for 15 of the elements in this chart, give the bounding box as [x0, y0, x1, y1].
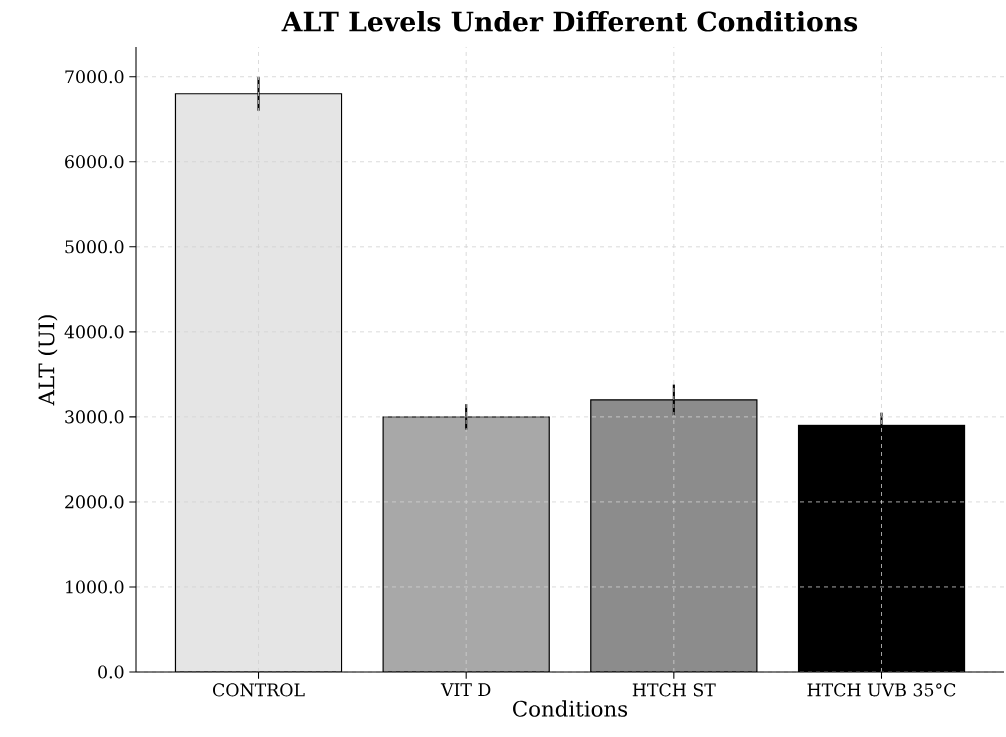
- x-tick-label: CONTROL: [213, 683, 305, 697]
- y-tick-label: 5000.0: [65, 240, 124, 254]
- y-tick-label: 7000.0: [65, 70, 124, 84]
- y-tick-label: 2000.0: [65, 495, 124, 509]
- y-tick-label: 3000.0: [65, 410, 124, 424]
- y-tick-label: 6000.0: [65, 155, 124, 169]
- x-tick-label: HTCH ST: [632, 683, 716, 697]
- y-axis-title: ALT (UI): [37, 315, 58, 406]
- y-tick-label: 4000.0: [64, 325, 124, 339]
- x-axis-title: Conditions: [513, 700, 628, 717]
- y-tick-label: 0.0: [98, 665, 124, 679]
- x-tick-label: VIT D: [440, 683, 491, 696]
- y-tick-label: 1000.0: [66, 580, 124, 594]
- x-tick-label: HTCH UVB 35°C: [807, 683, 956, 697]
- chart-title: ALT Levels Under Different Conditions: [281, 10, 858, 32]
